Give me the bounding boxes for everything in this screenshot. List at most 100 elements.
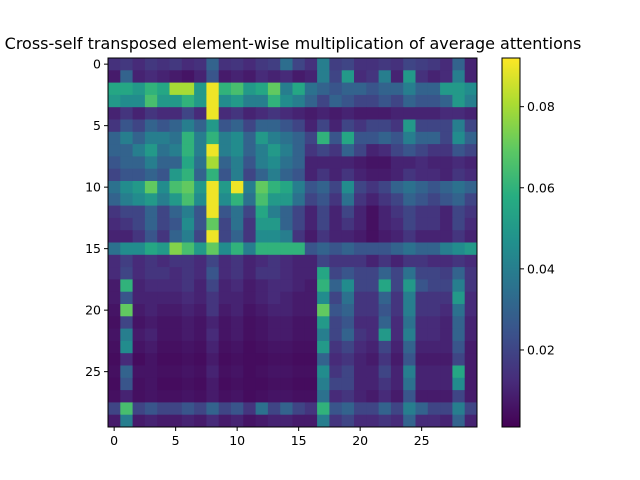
heatmap-cell xyxy=(464,402,478,416)
heatmap-cell xyxy=(243,402,256,416)
heatmap-cell xyxy=(169,119,183,133)
heatmap-cell xyxy=(292,353,306,366)
heatmap-cell xyxy=(108,291,121,305)
heatmap-cell xyxy=(378,390,392,403)
heatmap-cell xyxy=(255,230,269,243)
heatmap-cell xyxy=(452,304,466,317)
heatmap-cell xyxy=(464,107,478,120)
heatmap-cell xyxy=(427,82,441,96)
heatmap-cell xyxy=(390,82,404,96)
heatmap-cell xyxy=(280,304,293,317)
heatmap-cell xyxy=(366,82,379,96)
heatmap-cell xyxy=(440,107,453,120)
heatmap-cell xyxy=(292,365,306,379)
heatmap-cell xyxy=(427,304,441,317)
heatmap-cell xyxy=(317,156,330,170)
heatmap-cell xyxy=(132,304,146,317)
heatmap-cell xyxy=(120,291,133,305)
heatmap-cell xyxy=(267,94,281,108)
y-tick-label: 0 xyxy=(93,57,101,72)
heatmap-cell xyxy=(452,254,466,268)
heatmap-cell xyxy=(206,377,220,391)
heatmap-cell xyxy=(329,267,343,280)
colorbar-tick-label: 0.02 xyxy=(527,342,555,357)
heatmap-cell xyxy=(144,267,158,280)
heatmap-cell xyxy=(403,291,416,305)
heatmap-cell xyxy=(403,414,416,428)
heatmap-cell xyxy=(231,156,244,170)
heatmap-cell xyxy=(354,316,367,329)
heatmap-cell xyxy=(317,70,330,83)
heatmap-cell xyxy=(304,181,318,194)
heatmap-cell xyxy=(231,267,244,280)
heatmap-cell xyxy=(255,328,269,342)
heatmap-cell xyxy=(231,291,244,305)
heatmap-cell xyxy=(280,94,293,108)
heatmap-cell xyxy=(181,291,195,305)
heatmap-cell xyxy=(292,168,306,182)
heatmap-cell xyxy=(231,279,244,293)
heatmap-cell xyxy=(267,328,281,342)
heatmap-cell xyxy=(206,119,220,133)
heatmap-cell xyxy=(464,365,478,379)
heatmap-cell xyxy=(144,230,158,243)
heatmap-cell xyxy=(464,181,478,194)
heatmap-cell xyxy=(452,279,466,293)
heatmap-cell xyxy=(427,70,441,83)
heatmap-cell xyxy=(169,316,183,329)
heatmap-cell xyxy=(452,291,466,305)
heatmap-cell xyxy=(390,328,404,342)
heatmap-cell xyxy=(427,402,441,416)
heatmap-cell xyxy=(218,267,232,280)
heatmap-cell xyxy=(440,94,453,108)
heatmap-cell xyxy=(378,193,392,206)
heatmap-cell xyxy=(341,365,355,379)
colorbar-tick-label: 0.04 xyxy=(527,261,555,276)
heatmap-cell xyxy=(366,390,379,403)
heatmap-cell xyxy=(132,58,146,71)
heatmap-cell xyxy=(427,230,441,243)
heatmap-cell xyxy=(267,254,281,268)
heatmap-cell xyxy=(304,254,318,268)
heatmap-cell xyxy=(415,304,429,317)
heatmap-cell xyxy=(144,304,158,317)
heatmap-cell xyxy=(243,316,256,329)
heatmap-cell xyxy=(464,217,478,231)
heatmap-cell xyxy=(132,217,146,231)
heatmap-cell xyxy=(255,205,269,219)
heatmap-cell xyxy=(317,254,330,268)
heatmap-cell xyxy=(280,144,293,157)
heatmap-cell xyxy=(267,193,281,206)
heatmap-cell xyxy=(132,279,146,293)
heatmap-cell xyxy=(255,316,269,329)
heatmap-cell xyxy=(390,242,404,256)
heatmap-cell xyxy=(366,94,379,108)
heatmap-cell xyxy=(329,414,343,428)
heatmap-cell xyxy=(378,291,392,305)
heatmap-cell xyxy=(218,58,232,71)
heatmap-cell xyxy=(218,82,232,96)
heatmap-cell xyxy=(292,340,306,354)
heatmap-cell xyxy=(390,94,404,108)
heatmap-cell xyxy=(427,119,441,133)
heatmap-cell xyxy=(378,94,392,108)
heatmap-cell xyxy=(464,390,478,403)
heatmap-cell xyxy=(403,193,416,206)
heatmap-cell xyxy=(218,131,232,145)
heatmap-cell xyxy=(464,131,478,145)
heatmap-cell xyxy=(329,291,343,305)
heatmap-cell xyxy=(292,390,306,403)
heatmap-cell xyxy=(169,402,183,416)
heatmap-cell xyxy=(378,205,392,219)
heatmap-cell xyxy=(218,230,232,243)
heatmap-cell xyxy=(354,107,367,120)
heatmap-cell xyxy=(427,353,441,366)
heatmap-cell xyxy=(378,267,392,280)
heatmap-cell xyxy=(243,279,256,293)
heatmap-cell xyxy=(317,230,330,243)
heatmap-cell xyxy=(341,390,355,403)
heatmap-cell xyxy=(132,390,146,403)
heatmap-cell xyxy=(464,279,478,293)
heatmap-cell xyxy=(378,156,392,170)
heatmap-cell xyxy=(120,119,133,133)
